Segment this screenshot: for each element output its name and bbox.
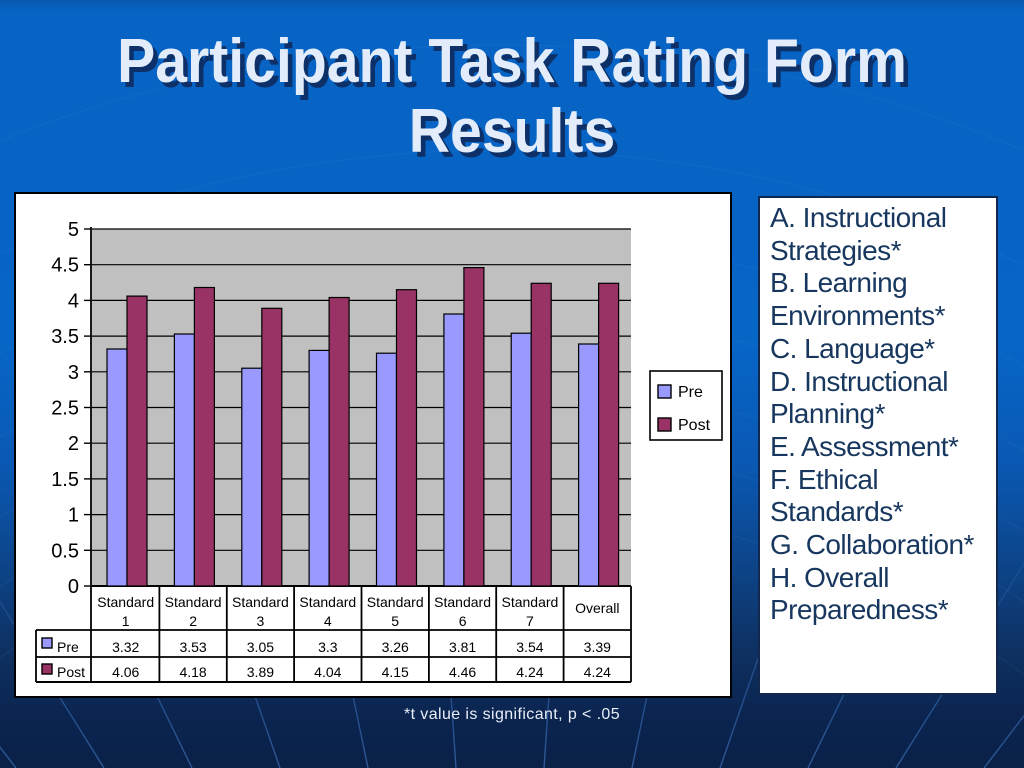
svg-text:3.3: 3.3 xyxy=(318,639,338,655)
svg-text:0: 0 xyxy=(68,576,79,598)
svg-text:Overall: Overall xyxy=(575,600,619,616)
svg-text:Standard: Standard xyxy=(165,594,222,610)
svg-text:3.5: 3.5 xyxy=(51,326,79,348)
svg-text:Pre: Pre xyxy=(678,384,703,401)
svg-text:1.5: 1.5 xyxy=(51,469,79,491)
svg-text:3: 3 xyxy=(257,613,265,629)
svg-text:2.5: 2.5 xyxy=(51,398,79,420)
svg-text:3.53: 3.53 xyxy=(179,639,206,655)
svg-text:Post: Post xyxy=(678,417,711,434)
svg-text:3: 3 xyxy=(68,362,79,384)
svg-text:Standard: Standard xyxy=(501,594,558,610)
svg-text:Standard: Standard xyxy=(299,594,356,610)
svg-text:Standard: Standard xyxy=(434,594,491,610)
svg-text:Pre: Pre xyxy=(57,639,79,655)
svg-text:4.46: 4.46 xyxy=(449,664,476,680)
svg-text:3.39: 3.39 xyxy=(584,639,611,655)
svg-text:3.54: 3.54 xyxy=(516,639,543,655)
svg-text:3.89: 3.89 xyxy=(247,664,274,680)
svg-text:2: 2 xyxy=(189,613,197,629)
svg-text:4.18: 4.18 xyxy=(179,664,206,680)
svg-text:4.06: 4.06 xyxy=(112,664,139,680)
svg-text:4.24: 4.24 xyxy=(584,664,611,680)
svg-text:0.5: 0.5 xyxy=(51,540,79,562)
svg-text:3.32: 3.32 xyxy=(112,639,139,655)
svg-text:4.5: 4.5 xyxy=(51,255,79,277)
svg-text:4.04: 4.04 xyxy=(314,664,341,680)
svg-text:7: 7 xyxy=(526,613,534,629)
svg-text:Standard: Standard xyxy=(232,594,289,610)
svg-text:3.26: 3.26 xyxy=(382,639,409,655)
svg-text:5: 5 xyxy=(68,219,79,241)
svg-text:3.05: 3.05 xyxy=(247,639,274,655)
svg-text:Standard: Standard xyxy=(97,594,154,610)
svg-text:4: 4 xyxy=(324,613,332,629)
svg-text:1: 1 xyxy=(122,613,130,629)
svg-text:Post: Post xyxy=(57,664,85,680)
svg-text:4.24: 4.24 xyxy=(516,664,543,680)
svg-text:3.81: 3.81 xyxy=(449,639,476,655)
svg-text:4.15: 4.15 xyxy=(382,664,409,680)
svg-text:6: 6 xyxy=(459,613,467,629)
svg-text:4: 4 xyxy=(68,290,79,312)
svg-text:2: 2 xyxy=(68,433,79,455)
svg-text:5: 5 xyxy=(391,613,399,629)
svg-text:1: 1 xyxy=(68,505,79,527)
svg-text:Standard: Standard xyxy=(367,594,424,610)
